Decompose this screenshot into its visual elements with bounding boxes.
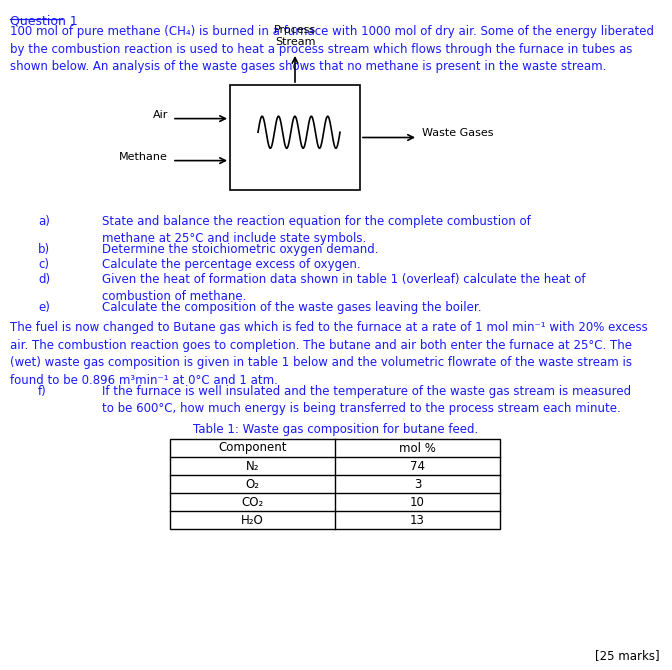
Text: 3: 3 bbox=[414, 478, 421, 490]
Text: 13: 13 bbox=[410, 513, 425, 527]
Text: Process
Stream: Process Stream bbox=[274, 25, 316, 47]
Text: 74: 74 bbox=[410, 460, 425, 472]
Text: b): b) bbox=[38, 243, 50, 256]
Text: 10: 10 bbox=[410, 496, 425, 509]
Text: CO₂: CO₂ bbox=[241, 496, 263, 509]
Text: The fuel is now changed to Butane gas which is fed to the furnace at a rate of 1: The fuel is now changed to Butane gas wh… bbox=[10, 321, 648, 387]
Bar bbox=[230, 85, 360, 190]
Bar bbox=[170, 439, 500, 529]
Text: Component: Component bbox=[218, 442, 287, 454]
Text: H₂O: H₂O bbox=[241, 513, 264, 527]
Text: N₂: N₂ bbox=[246, 460, 259, 472]
Text: e): e) bbox=[38, 301, 50, 314]
Text: Calculate the percentage excess of oxygen.: Calculate the percentage excess of oxyge… bbox=[102, 258, 361, 271]
Text: f): f) bbox=[38, 385, 47, 398]
Text: Calculate the composition of the waste gases leaving the boiler.: Calculate the composition of the waste g… bbox=[102, 301, 482, 314]
Text: O₂: O₂ bbox=[245, 478, 259, 490]
Text: a): a) bbox=[38, 215, 50, 228]
Text: If the furnace is well insulated and the temperature of the waste gas stream is : If the furnace is well insulated and the… bbox=[102, 385, 631, 415]
Text: Table 1: Waste gas composition for butane feed.: Table 1: Waste gas composition for butan… bbox=[194, 423, 478, 436]
Text: d): d) bbox=[38, 273, 50, 286]
Text: mol %: mol % bbox=[399, 442, 436, 454]
Text: Air: Air bbox=[153, 110, 168, 120]
Text: Question 1: Question 1 bbox=[10, 15, 78, 28]
Text: Methane: Methane bbox=[119, 151, 168, 161]
Text: Determine the stoichiometric oxygen demand.: Determine the stoichiometric oxygen dema… bbox=[102, 243, 378, 256]
Text: c): c) bbox=[38, 258, 49, 271]
Text: State and balance the reaction equation for the complete combustion of
methane a: State and balance the reaction equation … bbox=[102, 215, 531, 245]
Text: Waste Gases: Waste Gases bbox=[422, 129, 493, 139]
Text: 100 mol of pure methane (CH₄) is burned in a furnace with 1000 mol of dry air. S: 100 mol of pure methane (CH₄) is burned … bbox=[10, 25, 654, 73]
Text: [25 marks]: [25 marks] bbox=[595, 649, 660, 662]
Text: Given the heat of formation data shown in table 1 (overleaf) calculate the heat : Given the heat of formation data shown i… bbox=[102, 273, 585, 303]
